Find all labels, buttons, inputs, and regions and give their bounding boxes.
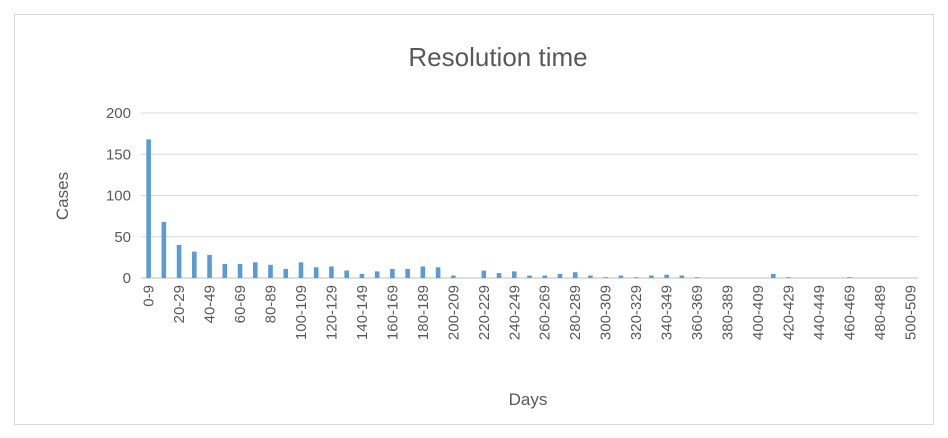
bar [222, 263, 228, 278]
bar [207, 254, 212, 278]
bar [633, 277, 639, 278]
bar [572, 272, 578, 278]
x-tick-label: 380-389 [720, 285, 737, 340]
bar [268, 264, 273, 278]
x-tick-label: 80-89 [263, 285, 280, 323]
x-tick-label: 60-69 [232, 285, 249, 323]
bar [298, 262, 304, 278]
x-tick-label: 160-169 [384, 285, 401, 340]
bar [146, 139, 151, 278]
x-tick-label: 100-109 [293, 285, 310, 340]
bar [451, 275, 456, 278]
bar [679, 275, 685, 278]
y-tick-label: 100 [106, 188, 131, 205]
bar [618, 275, 624, 278]
bar [527, 275, 532, 278]
bar [496, 273, 502, 278]
bar [588, 275, 593, 278]
bar [557, 273, 563, 278]
x-tick-label: 340-349 [659, 285, 676, 340]
x-tick-label: 300-309 [598, 285, 615, 340]
x-tick-label: 140-149 [354, 285, 371, 340]
y-axis-title: Cases [53, 172, 72, 220]
y-tick-label: 50 [114, 229, 131, 246]
bar [374, 271, 380, 278]
bar [603, 277, 608, 278]
x-tick-label: 0-9 [141, 285, 158, 307]
bar [252, 262, 258, 278]
bar [283, 268, 289, 278]
bar [786, 277, 791, 278]
bar [481, 270, 487, 278]
bar [344, 270, 349, 278]
x-tick-label: 260-269 [537, 285, 554, 340]
x-tick-label: 220-229 [476, 285, 493, 340]
x-tick-label: 400-409 [750, 285, 767, 340]
bar [847, 277, 852, 278]
bar [329, 266, 334, 278]
x-tick-label: 240-249 [506, 285, 523, 340]
x-tick-label: 480-489 [872, 285, 889, 340]
bar [511, 271, 517, 278]
x-tick-label: 440-449 [811, 285, 828, 340]
bar [313, 267, 319, 278]
bar [649, 275, 654, 278]
chart-title: Resolution time [408, 42, 587, 72]
bar [542, 275, 548, 278]
bar [405, 268, 410, 278]
x-tick-label: 420-429 [781, 285, 798, 340]
x-tick-label: 460-469 [841, 285, 858, 340]
chart-border [14, 14, 934, 425]
bar [161, 221, 167, 278]
y-tick-label: 150 [106, 146, 131, 163]
y-tick-label: 0 [123, 270, 131, 287]
bar [435, 267, 441, 278]
bar [664, 274, 669, 278]
bar [420, 266, 426, 278]
x-tick-label: 120-129 [323, 285, 340, 340]
bar [176, 245, 182, 278]
x-tick-label: 40-49 [202, 285, 219, 323]
bar [192, 251, 197, 278]
bar [359, 273, 365, 278]
bar [694, 277, 700, 278]
bar [770, 273, 776, 278]
x-axis-title: Days [509, 390, 548, 409]
bar [237, 263, 243, 278]
x-tick-label: 280-289 [567, 285, 584, 340]
y-tick-label: 200 [106, 105, 131, 122]
x-tick-label: 20-29 [171, 285, 188, 323]
x-tick-label: 180-189 [415, 285, 432, 340]
x-tick-label: 320-329 [628, 285, 645, 340]
x-tick-label: 500-509 [902, 285, 919, 340]
x-tick-label: 200-209 [445, 285, 462, 340]
x-tick-label: 360-369 [689, 285, 706, 340]
bar [390, 268, 395, 278]
